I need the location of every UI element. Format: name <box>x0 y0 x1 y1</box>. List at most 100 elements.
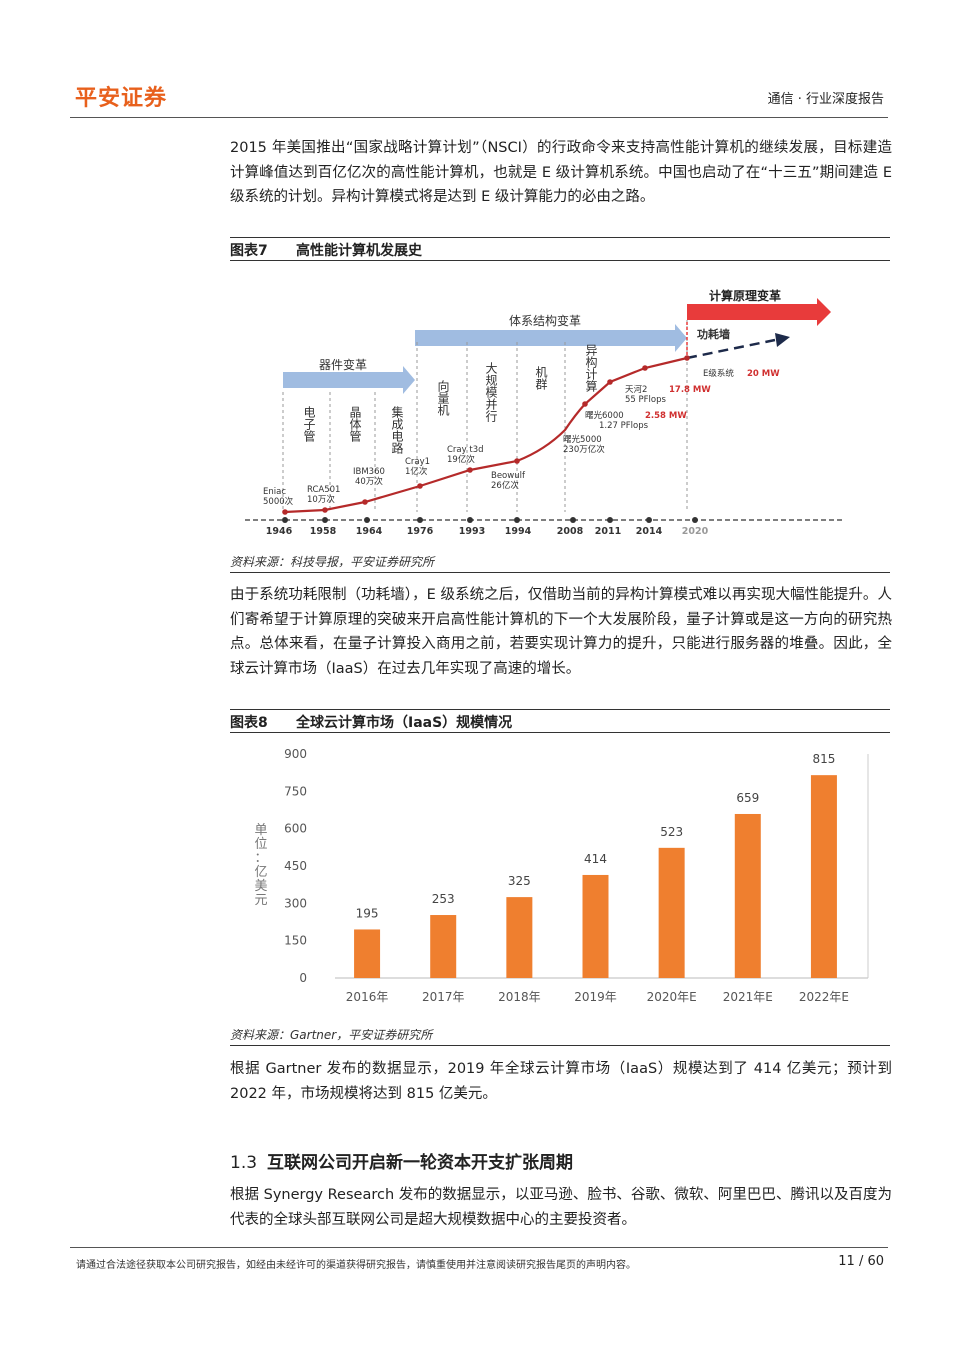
bar-value-label: 414 <box>584 852 607 866</box>
bar-value-label: 253 <box>432 892 455 906</box>
milestone-exascale-power: 20 MW <box>747 369 780 379</box>
phase-arrow-architecture <box>415 324 687 352</box>
bar <box>430 915 457 978</box>
x-tick-label: 2021年E <box>723 990 773 1004</box>
milestone-rca501-value: 10万次 <box>307 494 335 505</box>
paragraph-power-wall: 由于系统功耗限制（功耗墙），E 级系统之后，仅借助当前的异构计算模式难以再实现大… <box>230 587 892 677</box>
figure7-source: 资料来源：科技导报，平安证券研究所 <box>230 553 890 573</box>
milestone-dawning6000-flops: 1.27 PFlops <box>599 421 649 431</box>
milestone-dawning6000-power: 2.58 MW <box>645 411 687 421</box>
milestone-cray1-value: 1亿次 <box>405 466 428 477</box>
y-label-char: 元 <box>254 893 267 908</box>
figure8-source: 资料来源：Gartner，平安证券研究所 <box>230 1026 890 1046</box>
stage-labels: 电子管 晶体管 集成电路 向量机 大规模并行 机群 异构计算 <box>302 344 598 455</box>
milestone-eniac-value: 5000次 <box>263 496 294 507</box>
figure7-label: 图表7 <box>230 243 268 259</box>
power-wall-label: 功耗墙 <box>697 327 730 341</box>
year-1964: 1964 <box>356 526 383 537</box>
milestone-cray1-name: Cray1 <box>405 457 430 467</box>
phase-arrow-principle <box>687 298 831 326</box>
y-tick-label: 0 <box>299 971 307 985</box>
bar <box>658 847 685 978</box>
bar <box>506 897 533 978</box>
year-1994: 1994 <box>505 526 532 537</box>
section-heading: 1.3 互联网公司开启新一轮资本开支扩张周期 <box>230 1148 573 1173</box>
paragraph-synergy: 根据 Synergy Research 发布的数据显示，以亚马逊、脸书、谷歌、微… <box>230 1187 892 1228</box>
bar <box>354 929 381 978</box>
section-number: 1.3 <box>230 1153 258 1173</box>
stage-heterogeneous: 异构计算 <box>584 344 598 392</box>
bar-value-labels: 195 253 325 414 523 659 815 <box>356 752 836 920</box>
milestone-exascale-name: E级系统 <box>703 368 734 379</box>
figure8-title: 全球云计算市场（IaaS）规模情况 <box>296 715 513 731</box>
milestone-beowulf-value: 26亿次 <box>491 480 519 491</box>
milestone-ibm360-value: 40万次 <box>355 476 383 487</box>
timeline-ticks <box>282 517 698 523</box>
paragraph-gartner: 根据 Gartner 发布的数据显示，2019 年全球云计算市场（IaaS）规模… <box>230 1061 892 1102</box>
y-label-char: 亿 <box>254 865 267 880</box>
company-logo: 平安证券 <box>75 86 168 111</box>
y-label-char: 位 <box>254 837 267 852</box>
y-axis-ticks: 0 150 300 450 600 750 900 <box>284 747 307 985</box>
milestone-beowulf-name: Beowulf <box>491 471 526 481</box>
section-title: 互联网公司开启新一轮资本开支扩张周期 <box>267 1153 574 1173</box>
y-axis-label: 单位：亿美元 <box>254 823 267 908</box>
y-tick-label: 600 <box>284 822 307 836</box>
milestone-tianhe2-flops: 55 PFlops <box>625 395 666 405</box>
x-tick-label: 2018年 <box>498 990 541 1004</box>
bar-value-label: 325 <box>508 874 531 888</box>
y-tick-label: 150 <box>284 934 307 948</box>
x-tick-label: 2020年E <box>647 990 697 1004</box>
footer-divider <box>70 1247 888 1248</box>
bar-value-label: 195 <box>356 906 379 920</box>
bar <box>582 874 609 978</box>
stage-massively-parallel: 大规模并行 <box>484 362 498 422</box>
y-tick-label: 750 <box>284 784 307 798</box>
y-tick-label: 450 <box>284 859 307 873</box>
stage-cluster: 机群 <box>534 366 548 390</box>
y-tick-label: 900 <box>284 747 307 761</box>
header-divider <box>70 117 888 118</box>
phase-label-architecture: 体系结构变革 <box>509 313 581 328</box>
milestone-tianhe2-power: 17.8 MW <box>669 385 711 395</box>
figure7-title-bar: 图表7 高性能计算机发展史 <box>230 237 890 261</box>
figure8-label: 图表8 <box>230 715 268 731</box>
milestone-eniac-name: Eniac <box>263 487 286 497</box>
phase-label-device: 器件变革 <box>319 357 367 372</box>
year-1993: 1993 <box>459 526 485 537</box>
bar <box>734 813 761 978</box>
x-tick-label: 2019年 <box>574 990 617 1004</box>
year-1958: 1958 <box>310 526 337 537</box>
hpc-history-diagram: 器件变革 体系结构变革 计算原理变革 电子管 晶体管 集成电路 向量机 大规模并… <box>245 288 845 537</box>
x-axis-ticks: 2016年 2017年 2018年 2019年 2020年E 2021年E 2022年E <box>346 990 849 1004</box>
bar-value-label: 815 <box>812 752 835 766</box>
milestone-dawning5000-value: 230万亿次 <box>563 444 605 455</box>
milestone-dawning6000-name: 曙光6000 <box>585 410 624 421</box>
milestone-ibm360-name: IBM360 <box>353 467 385 477</box>
milestone-rca501-name: RCA501 <box>307 485 340 495</box>
stage-transistor: 晶体管 <box>348 406 362 443</box>
bar-value-label: 659 <box>736 791 759 805</box>
milestone-dawning5000-name: 曙光5000 <box>563 434 602 445</box>
x-tick-label: 2022年E <box>799 990 849 1004</box>
milestone-crayt3d-name: Cray t3d <box>447 445 484 455</box>
document-type: 通信 · 行业深度报告 <box>767 92 884 107</box>
x-tick-label: 2016年 <box>346 990 389 1004</box>
phase-arrow-device <box>283 366 415 394</box>
y-label-char: 单 <box>254 823 267 838</box>
iaas-market-bar-chart: 单位：亿美元 0 150 300 450 600 750 900 195 253 325 414 5… <box>254 747 869 1004</box>
year-2011: 2011 <box>595 526 621 537</box>
milestone-labels: Eniac 5000次 RCA501 10万次 IBM360 40万次 Cray… <box>263 368 780 507</box>
year-2020: 2020 <box>682 526 709 537</box>
page-number: 11 / 60 <box>838 1254 884 1269</box>
paragraph-nsci: 2015 年美国推出“国家战略计算计划”（NSCI）的行政命令来支持高性能计算机… <box>230 140 892 205</box>
figure7-title: 高性能计算机发展史 <box>296 243 422 259</box>
y-label-char: 美 <box>254 879 267 894</box>
milestone-tianhe2-name: 天河2 <box>625 384 647 395</box>
stage-integrated-circuit: 集成电路 <box>390 405 404 455</box>
future-trend-arrowhead <box>775 333 790 347</box>
phase-label-principle: 计算原理变革 <box>709 288 781 303</box>
y-label-char: ： <box>254 851 267 866</box>
bar-value-label: 523 <box>660 825 683 839</box>
year-2014: 2014 <box>636 526 663 537</box>
